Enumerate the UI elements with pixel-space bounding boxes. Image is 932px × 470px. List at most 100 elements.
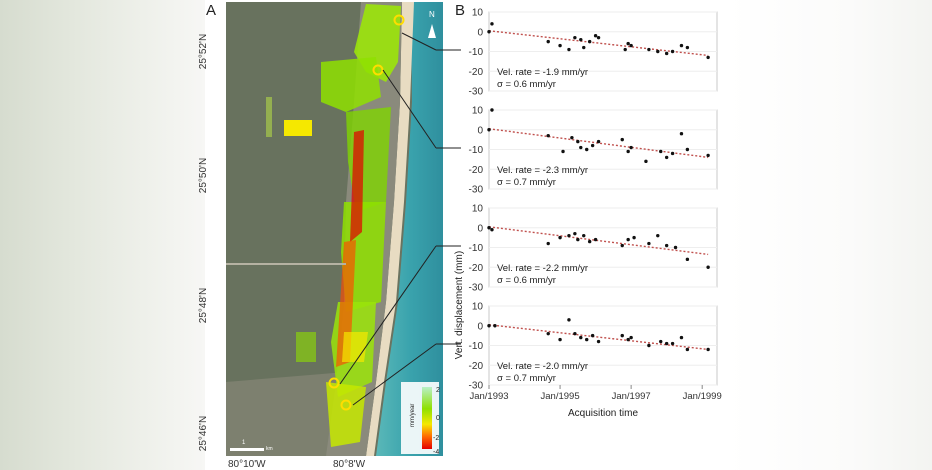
- chart-4-data-point: [546, 331, 550, 336]
- chart-4-data-point: [585, 337, 589, 342]
- chart-1-data-point: [664, 51, 669, 56]
- ocean: [376, 2, 443, 456]
- y-axis-title: Vert. displacement (mm): [454, 251, 465, 359]
- chart-3-data-point: [582, 233, 586, 238]
- ps-marker-2: [372, 64, 384, 76]
- chart-4-trend-line: [488, 324, 709, 351]
- connector-line-1: [401, 32, 437, 51]
- background-right: [727, 0, 932, 470]
- chart-3-data-point: [647, 241, 651, 246]
- chart-4-data-point: [670, 341, 675, 346]
- chart-3-data-point: [685, 257, 690, 262]
- legend-min: -4: [433, 449, 439, 456]
- chart-1-data-point: [490, 22, 494, 26]
- chart-3-data-point: [593, 237, 598, 242]
- legend-unit: mm/year: [410, 404, 416, 427]
- x-axis-title: Acquisition time: [568, 408, 638, 419]
- chart-2-data-point: [644, 159, 648, 164]
- chart-3-data-point: [487, 226, 491, 230]
- chart-1-ytick-label: -30: [469, 87, 484, 98]
- chart-3-data-point: [573, 231, 577, 236]
- chart-3-trend-line: [488, 226, 709, 256]
- map-svg: N 1 km 2 0 -2 -4 mm/year: [226, 2, 443, 456]
- chart-1-data-point: [626, 41, 630, 46]
- chart-3-data-point: [673, 245, 678, 250]
- chart-3-data-point: [706, 265, 710, 269]
- chart-3-data-point: [626, 237, 630, 242]
- chart-1-data-point: [629, 43, 633, 48]
- chart-4-annotation-sigma: σ = 0.7 mm/yr: [497, 373, 556, 384]
- chart-4-ytick-label: -20: [469, 361, 484, 372]
- chart-2-data-point: [670, 151, 675, 156]
- chart-2-ytick-label: 10: [472, 106, 484, 117]
- chart-1-data-point: [623, 47, 627, 52]
- chart-4-data-point: [629, 335, 633, 340]
- chart-1-data-point: [579, 37, 583, 42]
- chart-4-data-point: [590, 333, 595, 338]
- chart-4-data-point: [664, 341, 669, 346]
- chart-2-data-point: [629, 145, 633, 150]
- legend-colorbar: [422, 387, 432, 449]
- ps-cluster-2: [321, 57, 381, 112]
- chart-2-data-point: [620, 137, 624, 142]
- chart-3-ytick-label: -30: [469, 283, 484, 294]
- ps-cluster-south: [326, 382, 366, 447]
- chart-4-xtick-label: Jan/1993: [469, 391, 508, 402]
- chart-4-data-point: [647, 343, 651, 348]
- chart-1-data-point: [647, 47, 651, 52]
- lon-label-1: 80°10'W: [228, 459, 266, 470]
- chart-2-data-point: [570, 135, 574, 140]
- legend-box: [401, 382, 439, 454]
- chart-4-data-point: [679, 335, 684, 340]
- chart-3-data-point: [558, 235, 562, 240]
- chart-1-data-point: [582, 45, 586, 50]
- beach: [366, 2, 414, 456]
- north-label: N: [429, 10, 435, 19]
- ps-marker-1: [393, 14, 405, 26]
- chart-2-ytick-label: 0: [477, 125, 483, 136]
- chart-1-data-point: [567, 47, 571, 52]
- panel-a-label: A: [206, 2, 217, 19]
- chart-4-xtick-label: Jan/1999: [683, 391, 722, 402]
- chart-2-ytick-label: -10: [469, 145, 484, 156]
- chart-1-annotation-sigma: σ = 0.6 mm/yr: [497, 79, 556, 90]
- chart-2-data-point: [585, 147, 589, 152]
- chart-4-data-point: [487, 324, 491, 328]
- north-arrow-icon: [428, 24, 436, 38]
- chart-1-data-point: [593, 34, 598, 38]
- chart-2-data-point: [490, 108, 494, 112]
- chart-4-data-point: [493, 324, 497, 328]
- scale-label: 1: [242, 440, 246, 446]
- chart-3-annotation-rate: Vel. rate = -2.2 mm/yr: [497, 263, 588, 274]
- legend-mid: 0: [436, 415, 440, 422]
- chart-4-data-point: [558, 337, 562, 342]
- map-image: N 1 km 2 0 -2 -4 mm/year: [226, 2, 443, 456]
- chart-2-data-point: [679, 132, 684, 136]
- chart-3-data-point: [587, 239, 592, 244]
- chart-2-annotation-rate: Vel. rate = -2.3 mm/yr: [497, 165, 588, 176]
- chart-1-data-point: [558, 43, 562, 48]
- chart-1-data-point: [546, 39, 550, 44]
- chart-3-data-point: [576, 237, 580, 242]
- chart-4-data-point: [706, 347, 710, 352]
- chart-2-data-point: [685, 147, 690, 152]
- connector-line-2: [382, 69, 437, 149]
- background-left: [0, 0, 205, 470]
- chart-4-ytick-label: -30: [469, 381, 484, 392]
- ps-marker-3: [328, 377, 340, 389]
- chart-1-data-point: [596, 35, 601, 40]
- chart-4-data-point: [573, 331, 577, 336]
- chart-3-ytick-label: -20: [469, 263, 484, 274]
- chart-3-ytick-label: 10: [472, 204, 484, 215]
- ps-yellow-inland: [284, 120, 312, 136]
- chart-3-data-point: [656, 233, 660, 238]
- chart-2-data-point: [706, 153, 710, 158]
- chart-4-xtick-label: Jan/1995: [541, 391, 580, 402]
- chart-1-data-point: [587, 39, 592, 44]
- chart-3-data-point: [567, 233, 571, 238]
- lon-label-2: 80°8'W: [333, 459, 366, 470]
- chart-2-data-point: [626, 149, 630, 154]
- scale-bar: [230, 448, 264, 451]
- chart-4-data-point: [685, 347, 690, 352]
